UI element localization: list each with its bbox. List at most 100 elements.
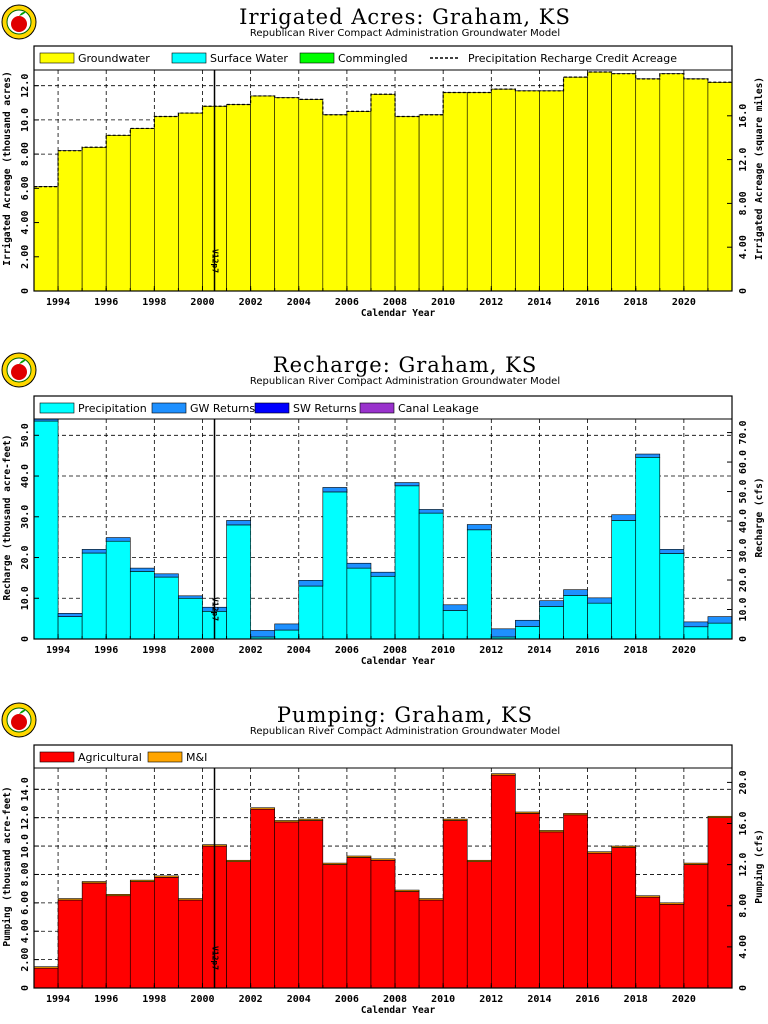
legend-label: GW Returns: [190, 402, 255, 415]
x-tick-label: 1994: [46, 994, 70, 1005]
bar-gw-returns: [57, 613, 83, 617]
y-tick-label: 12.0: [20, 74, 31, 98]
x-tick-label: 2006: [335, 297, 359, 308]
y2-tick-label: 4.00: [738, 935, 749, 959]
bar-gw-returns: [683, 621, 709, 628]
x-tick-label: 2008: [383, 645, 407, 656]
x-axis-label: Calendar Year: [361, 1005, 436, 1016]
y2-tick-label: 16.0: [738, 104, 749, 128]
bar-agricultural: [250, 808, 275, 989]
y-axis-label: Irrigated Acreage (thousand acres): [2, 71, 13, 265]
bar-m&i: [298, 818, 324, 821]
y-axis-label: Pumping (thousand acre-feet): [2, 786, 13, 946]
bar-gw-returns: [105, 537, 131, 542]
y2-tick-label: 0: [738, 636, 749, 642]
chart-title: Irrigated Acres: Graham, KS: [239, 5, 571, 29]
plot-frame: [33, 45, 733, 292]
y2-tick-label: 12.0: [738, 853, 749, 877]
bar-agricultural: [394, 891, 420, 989]
bar-gw-returns: [539, 600, 564, 607]
y-tick-label: 2.00: [20, 948, 31, 972]
y2-tick-label: 12.0: [738, 148, 749, 172]
bar-agricultural: [346, 857, 372, 989]
y-axis-label: Recharge (thousand acre-feet): [2, 435, 13, 601]
bar-groundwater: [298, 99, 324, 292]
y2-tick-label: 16.0: [738, 811, 749, 835]
y-tick-label: 6.00: [20, 176, 31, 200]
x-tick-label: 2000: [190, 645, 214, 656]
bar-m&i: [129, 879, 155, 882]
bar-precipitation: [515, 626, 540, 640]
bar-agricultural: [587, 852, 612, 989]
bar-gw-returns: [178, 595, 203, 599]
bar-gw-returns: [322, 487, 348, 493]
bar-groundwater: [707, 81, 733, 292]
bar-m&i: [154, 875, 179, 878]
x-tick-label: 2000: [190, 994, 214, 1005]
legend-label: Groundwater: [78, 52, 150, 65]
y-tick-label: 10.0: [20, 834, 31, 858]
logo-apple: [11, 16, 27, 32]
x-tick-label: 2000: [190, 297, 214, 308]
x-tick-label: 2002: [239, 297, 263, 308]
bar-m&i: [491, 773, 516, 776]
bar-groundwater: [611, 73, 637, 292]
bar-groundwater: [539, 90, 564, 292]
bar-m&i: [515, 811, 540, 814]
y2-axis-label: Irrigated Acreage (square miles): [754, 77, 765, 260]
x-tick-label: 2004: [287, 994, 311, 1005]
bar-gw-returns: [226, 520, 251, 526]
marker-label: V12p7: [211, 597, 220, 621]
chart-title: Pumping: Graham, KS: [277, 703, 533, 727]
bar-groundwater: [346, 111, 372, 292]
plot-frame: [33, 395, 733, 640]
x-tick-label: 1998: [142, 645, 166, 656]
bar-m&i: [418, 898, 444, 901]
bar-groundwater: [635, 78, 661, 292]
bar-groundwater: [322, 114, 348, 292]
bar-gw-returns: [587, 597, 612, 604]
bar-groundwater: [394, 116, 420, 292]
bar-agricultural: [635, 896, 661, 989]
bar-agricultural: [178, 899, 203, 989]
bar-precipitation: [659, 553, 685, 640]
y-tick-label: 0: [20, 636, 31, 642]
x-tick-label: 2010: [431, 994, 455, 1005]
legend-label: Agricultural: [78, 751, 142, 764]
x-tick-label: 2002: [239, 994, 263, 1005]
bar-gw-returns: [466, 524, 492, 531]
bar-groundwater: [81, 146, 107, 292]
bar-precipitation: [57, 616, 83, 640]
x-tick-label: 2018: [624, 994, 648, 1005]
bar-gw-returns: [635, 453, 661, 458]
bar-precipitation: [563, 595, 588, 640]
x-tick-label: 1996: [94, 645, 118, 656]
bar-precipitation: [587, 602, 612, 640]
bar-groundwater: [226, 104, 251, 292]
y2-axis-label: Pumping (cfs): [754, 829, 765, 903]
bar-precipitation: [226, 524, 251, 640]
bar-precipitation: [635, 456, 661, 640]
bar-m&i: [33, 966, 59, 969]
x-tick-label: 2010: [431, 645, 455, 656]
bar-precipitation: [322, 491, 348, 640]
y2-tick-label: 8.00: [738, 191, 749, 215]
bar-m&i: [274, 820, 300, 823]
y2-tick-label: 70.0: [738, 421, 749, 445]
bar-precipitation: [178, 597, 203, 640]
legend-swatch: [254, 402, 290, 414]
logo-leaf: [19, 709, 26, 714]
bar-agricultural: [539, 831, 564, 989]
legend-label: Canal Leakage: [398, 402, 479, 415]
x-tick-label: 2020: [672, 645, 696, 656]
bar-gw-returns: [298, 580, 324, 587]
bar-groundwater: [587, 71, 612, 292]
bar-groundwater: [57, 150, 83, 292]
y2-tick-label: 10.0: [738, 597, 749, 621]
bar-gw-returns: [659, 549, 685, 554]
bar-agricultural: [274, 821, 300, 989]
bar-precipitation: [346, 567, 372, 640]
bar-agricultural: [466, 861, 492, 989]
